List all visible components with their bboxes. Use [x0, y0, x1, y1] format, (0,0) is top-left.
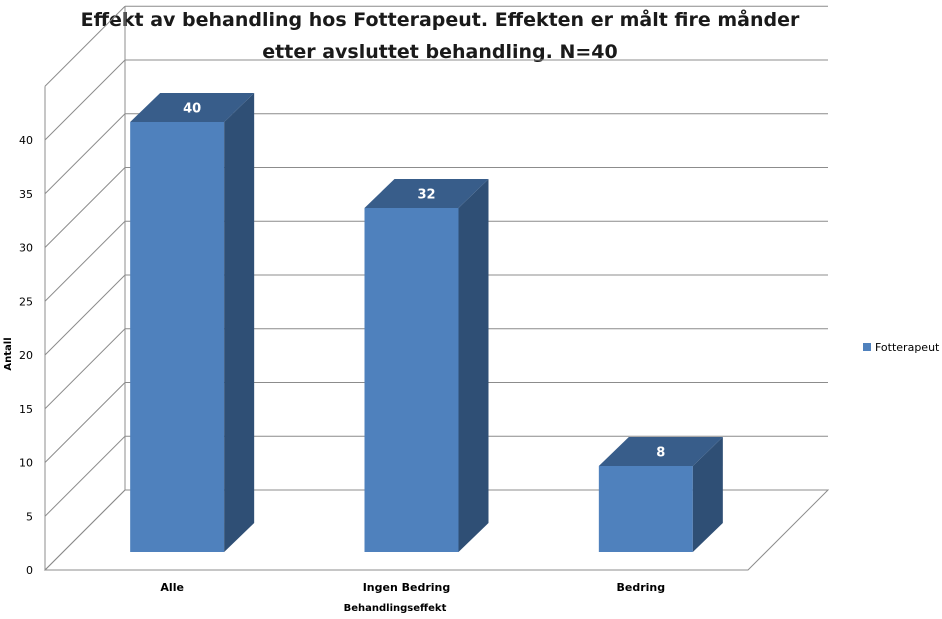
legend: Fotterapeut: [863, 341, 940, 354]
bar: 40: [130, 93, 255, 552]
gridline-side: [44, 435, 126, 517]
bar-front: [598, 466, 693, 552]
x-category-label: Bedring: [617, 581, 666, 594]
gridline-side: [44, 220, 126, 302]
gridline-side: [44, 274, 126, 356]
y-axis-label: Antall: [3, 337, 14, 370]
gridline-side: [44, 382, 126, 463]
gridline-side: [44, 5, 126, 87]
x-axis-categories: Alle Ingen Bedring Bedring: [160, 581, 665, 594]
bar-series: 40 32 8: [130, 93, 723, 552]
legend-label: Fotterapeut: [875, 341, 940, 354]
x-axis-label: Behandlingseffekt: [344, 603, 447, 614]
y-tick-label: 15: [19, 403, 33, 416]
data-label: 40: [183, 102, 201, 117]
y-tick-label: 0: [26, 564, 33, 577]
gridline-side: [44, 113, 126, 195]
data-label: 8: [656, 446, 665, 461]
bar: 8: [598, 437, 723, 552]
gridline-side: [44, 489, 126, 571]
y-axis-ticks: 0 5 10 15 20 25 30 35 40: [19, 134, 33, 577]
bar-top: [130, 93, 255, 122]
gridline-side: [44, 167, 126, 248]
y-tick-label: 10: [19, 457, 33, 470]
bar-top: [598, 437, 723, 466]
bar-side: [458, 179, 489, 552]
legend-swatch: [863, 343, 871, 351]
bar-side: [692, 437, 723, 552]
data-label: 32: [417, 188, 435, 203]
y-tick-label: 35: [19, 188, 33, 201]
gridline-side: [44, 59, 126, 141]
x-category-label: Ingen Bedring: [363, 581, 451, 594]
chart-title: Effekt av behandling hos Fotterapeut. Ef…: [80, 9, 800, 63]
y-tick-label: 5: [26, 510, 33, 523]
bar: 32: [364, 179, 489, 552]
bar-front: [364, 208, 459, 552]
y-tick-label: 30: [19, 242, 33, 255]
bar-side: [224, 93, 255, 552]
bar-front: [130, 122, 225, 552]
y-tick-label: 20: [19, 349, 33, 362]
x-category-label: Alle: [160, 581, 184, 594]
y-tick-label: 40: [19, 134, 33, 147]
bar-top: [364, 179, 489, 208]
y-tick-label: 25: [19, 295, 33, 308]
gridline-side: [44, 328, 126, 410]
